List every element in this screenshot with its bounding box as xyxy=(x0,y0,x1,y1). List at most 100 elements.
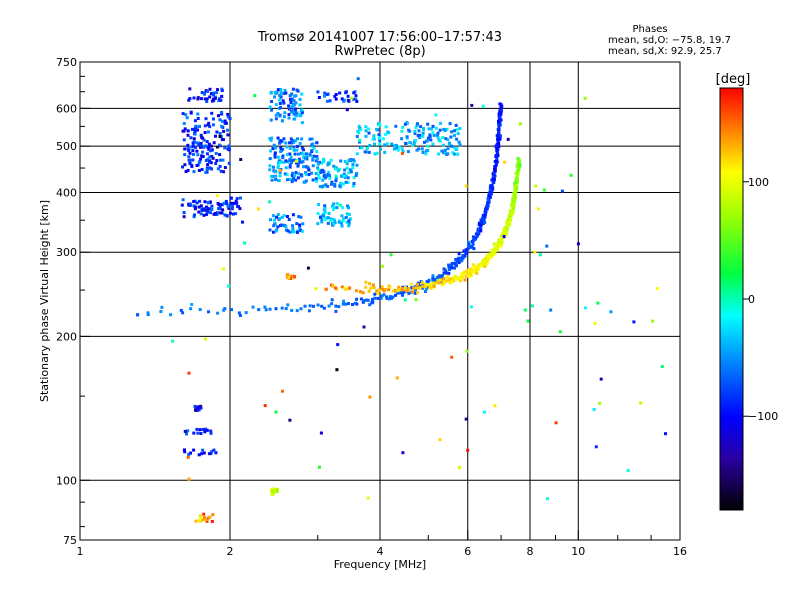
data-point xyxy=(533,250,537,254)
data-point xyxy=(201,518,205,522)
data-point xyxy=(542,188,546,192)
data-point xyxy=(186,143,190,147)
data-point xyxy=(284,225,288,229)
data-point xyxy=(300,121,304,125)
y-tick-label: 400 xyxy=(56,186,77,199)
data-point xyxy=(499,108,503,112)
data-point xyxy=(186,455,190,459)
data-point xyxy=(199,212,203,216)
data-point xyxy=(293,94,297,98)
data-point xyxy=(302,148,305,152)
data-point xyxy=(458,143,462,147)
data-point xyxy=(227,161,231,165)
data-point xyxy=(233,201,237,205)
data-point xyxy=(293,139,297,143)
data-point xyxy=(271,165,275,169)
data-point xyxy=(441,279,445,283)
data-point xyxy=(356,77,360,81)
data-point xyxy=(351,184,355,188)
data-point xyxy=(378,142,382,146)
data-point xyxy=(377,133,381,137)
data-point xyxy=(499,110,503,113)
data-point xyxy=(202,512,206,516)
data-point xyxy=(295,309,299,313)
data-point xyxy=(202,138,206,142)
data-point xyxy=(344,215,348,219)
data-point xyxy=(194,124,198,128)
data-point xyxy=(187,477,191,481)
data-point xyxy=(274,113,278,117)
data-point xyxy=(475,234,479,238)
data-point xyxy=(448,277,452,281)
data-point xyxy=(339,203,343,207)
data-point xyxy=(201,155,205,158)
data-point xyxy=(364,134,368,138)
data-point xyxy=(187,155,191,159)
data-point xyxy=(192,96,196,100)
data-point xyxy=(420,147,424,151)
data-point xyxy=(290,110,293,114)
data-point xyxy=(274,410,278,414)
data-point xyxy=(324,183,328,187)
data-point xyxy=(282,160,286,164)
data-point xyxy=(328,99,332,103)
data-point xyxy=(360,146,364,150)
data-point xyxy=(331,284,335,288)
data-point xyxy=(284,307,288,311)
data-point xyxy=(439,276,443,280)
data-point xyxy=(209,451,213,455)
data-point xyxy=(340,174,344,178)
data-point xyxy=(221,138,225,141)
data-point xyxy=(506,137,510,141)
data-point xyxy=(214,451,218,455)
data-point xyxy=(453,266,456,270)
data-point xyxy=(462,270,466,274)
data-point xyxy=(332,218,336,222)
data-point xyxy=(193,205,197,209)
data-point xyxy=(208,200,212,204)
data-point xyxy=(496,152,500,156)
data-point xyxy=(445,127,449,131)
data-point xyxy=(228,117,232,121)
data-point xyxy=(456,259,460,262)
data-point xyxy=(281,154,285,158)
data-point xyxy=(241,220,244,224)
data-point xyxy=(279,91,283,95)
data-point xyxy=(342,217,345,221)
data-point xyxy=(314,177,318,181)
data-point xyxy=(323,176,327,180)
data-point xyxy=(452,133,456,137)
data-point xyxy=(470,103,474,107)
data-point xyxy=(476,230,480,234)
data-point xyxy=(448,281,452,285)
data-point xyxy=(239,158,243,161)
data-point xyxy=(359,297,363,301)
data-point xyxy=(517,166,521,170)
data-point xyxy=(322,184,326,188)
data-point xyxy=(383,143,387,147)
data-point xyxy=(277,159,281,163)
data-point xyxy=(270,108,274,112)
data-point xyxy=(509,208,513,212)
data-point xyxy=(499,106,503,110)
data-point xyxy=(401,293,404,297)
data-point xyxy=(235,197,239,201)
data-point xyxy=(314,172,318,175)
y-tick-label: 100 xyxy=(56,474,77,487)
data-point xyxy=(443,148,447,152)
data-point xyxy=(395,376,399,380)
data-point xyxy=(301,159,305,163)
data-point xyxy=(411,290,415,294)
data-point xyxy=(490,183,494,187)
data-point xyxy=(362,325,366,329)
x-tick-label: 4 xyxy=(377,545,384,558)
data-point xyxy=(207,310,210,314)
data-point xyxy=(268,307,272,311)
data-point xyxy=(206,210,209,214)
data-point xyxy=(345,212,349,216)
data-point xyxy=(290,141,294,145)
data-point xyxy=(197,205,201,209)
data-point xyxy=(382,293,386,297)
data-point xyxy=(384,125,388,129)
data-point xyxy=(205,167,209,171)
